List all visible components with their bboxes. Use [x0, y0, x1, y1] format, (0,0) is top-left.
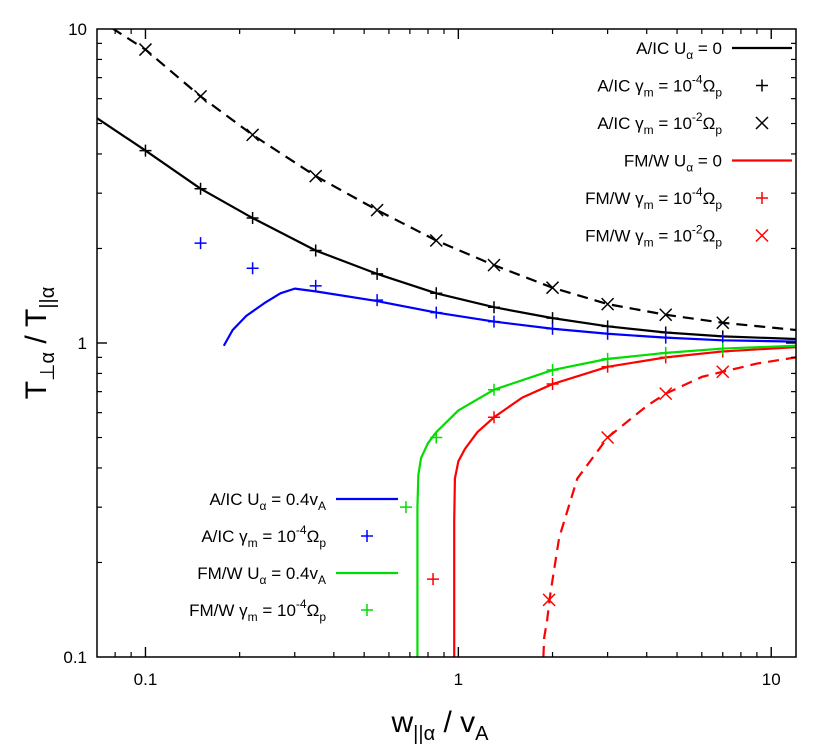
series-layer	[97, 29, 796, 657]
series-line-10	[416, 344, 796, 657]
legend-top-label-0: A/IC Uα = 0	[636, 39, 722, 62]
series-1-point-1	[194, 182, 207, 195]
series-line-7	[542, 356, 796, 657]
series-11-point-2	[487, 383, 500, 396]
legend-top-sample-5	[755, 228, 769, 243]
series-9-point-0	[194, 237, 207, 250]
series-9-point-6	[546, 322, 559, 335]
legend-top-sample-4	[756, 192, 768, 204]
x-tick-label-1: 1	[454, 670, 463, 689]
series-line-4	[453, 346, 796, 657]
series-5-point-1	[487, 411, 500, 424]
legend-bottom-label-3: FM/W γm = 10-4Ωp	[189, 597, 326, 624]
series-11-point-5	[659, 346, 672, 359]
series-1-point-6	[487, 301, 500, 314]
legend-layer: A/IC Uα = 0 A/IC γm = 10-4Ωp A/IC γm = 10-…	[189, 39, 792, 624]
series-1-point-2	[246, 212, 259, 225]
series-1-point-5	[430, 287, 443, 300]
series-2-point-3	[309, 169, 323, 183]
legend-bottom-sample-1	[361, 530, 373, 542]
series-9-point-7	[601, 327, 614, 340]
y-axis-title-group: T⊥α / T||α	[20, 287, 59, 400]
series-2-point-8	[601, 297, 615, 311]
legend-top-label-2: A/IC γm = 10-2Ωp	[597, 110, 722, 137]
x-tick-label-0: 0.1	[134, 670, 158, 689]
series-1-point-4	[371, 267, 384, 280]
legend-top-sample-2	[755, 116, 769, 130]
legend-top-label-1: A/IC γm = 10-4Ωp	[597, 73, 722, 100]
series-9-point-4	[430, 306, 443, 319]
series-11-point-0	[399, 501, 412, 514]
series-9-point-1	[246, 262, 259, 275]
series-11-point-1	[430, 431, 443, 444]
series-5-point-0	[427, 573, 440, 586]
series-11-point-4	[601, 352, 614, 365]
x-axis-title: w||α / vA	[391, 706, 490, 745]
series-1-point-3	[309, 244, 322, 257]
series-11-point-6	[716, 342, 729, 355]
legend-bottom-sample-3	[361, 604, 373, 616]
y-tick-label-2: 10	[68, 20, 87, 39]
series-9-point-2	[309, 279, 322, 292]
y-tick-label-1: 1	[78, 334, 87, 353]
series-11-point-3	[546, 364, 559, 377]
legend-bottom-label-2: FM/W Uα = 0.4vA	[197, 564, 326, 587]
series-line-8	[222, 287, 796, 347]
legend-bottom-label-0: A/IC Uα = 0.4vA	[209, 490, 326, 513]
legend-top-label-3: FM/W Uα = 0	[624, 152, 722, 175]
legend-top-label-5: FM/W γm = 10-2Ωp	[585, 223, 722, 250]
series-9-point-5	[487, 315, 500, 328]
legend-bottom-label-1: A/IC γm = 10-4Ωp	[201, 523, 326, 550]
axes-layer: 0.1 1 10 0.1 1 10	[63, 20, 796, 689]
series-line-3	[111, 29, 796, 332]
y-axis-title: T⊥α / T||α	[20, 287, 59, 400]
legend-top-sample-1	[756, 79, 768, 92]
series-5-point-2	[546, 378, 559, 391]
series-9-point-3	[371, 294, 384, 307]
series-1-point-0	[139, 144, 152, 157]
series-2-point-4	[370, 203, 384, 217]
legend-top-label-4: FM/W γm = 10-4Ωp	[585, 185, 722, 212]
y-tick-label-0: 0.1	[63, 648, 87, 667]
x-tick-label-2: 10	[762, 670, 781, 689]
series-9-point-8	[659, 331, 672, 344]
series-1-point-7	[546, 312, 559, 325]
axis-labels: w||α / vA T⊥α / T||α	[20, 287, 489, 745]
series-clip-group	[97, 29, 796, 657]
